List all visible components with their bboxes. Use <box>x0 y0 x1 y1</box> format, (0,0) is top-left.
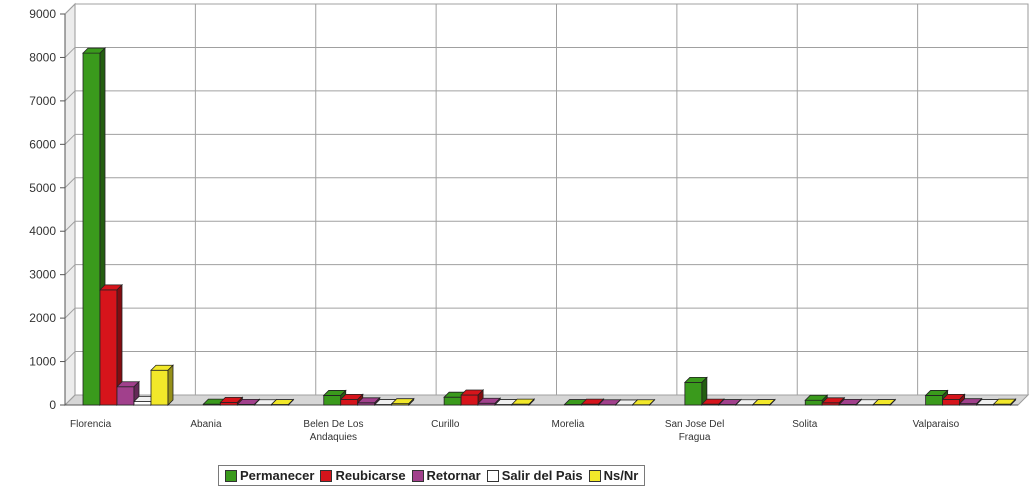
bar-reubicarse <box>340 398 359 406</box>
legend-label: Ns/Nr <box>603 468 639 483</box>
y-tick-label: 0 <box>49 398 56 412</box>
y-tick-label: 1000 <box>29 355 56 369</box>
y-tick-label: 2000 <box>29 311 56 325</box>
gridline-y-side <box>64 47 76 58</box>
bar-side-face <box>528 398 535 406</box>
legend-label: Retornar <box>426 468 481 483</box>
x-category-label: Andaquies <box>310 432 357 443</box>
bar-reubicarse <box>99 289 118 406</box>
bar-side-face <box>167 364 174 406</box>
bar-side-face <box>649 398 655 406</box>
x-category-label: Valparaiso <box>913 419 960 430</box>
bar-side-face <box>287 398 294 406</box>
x-category-label: Solita <box>792 419 817 430</box>
chart-legend: Permanecer Reubicarse Retornar Salir del Pa… <box>218 465 646 486</box>
gridline-y-side <box>64 220 76 232</box>
bar-reubicarse <box>942 398 961 406</box>
bar-permanecer <box>323 395 342 406</box>
legend-item: Ns/Nr <box>588 468 639 483</box>
bar-permanecer <box>925 395 944 406</box>
plot-back-wall <box>74 3 1029 396</box>
y-tick-label: 8000 <box>29 50 56 64</box>
gridline-y-side <box>64 264 76 276</box>
x-category-label: Curillo <box>431 419 460 430</box>
bar-permanecer <box>684 382 703 406</box>
gridline-y-side <box>64 351 76 362</box>
bar-permanecer <box>804 399 823 406</box>
bar-retornar <box>116 386 135 406</box>
legend-swatch <box>588 469 601 482</box>
legend-item: Retornar <box>411 468 481 483</box>
legend-swatch <box>320 469 333 482</box>
gridline-y-side <box>64 133 76 145</box>
x-category-label: San Jose Del <box>665 419 724 430</box>
legend-item: Salir del Pais <box>486 468 583 483</box>
bar-side-face <box>889 398 896 406</box>
legend-swatch <box>486 469 499 482</box>
legend-item: Permanecer <box>225 468 314 483</box>
x-category-label: Fragua <box>679 432 711 443</box>
legend-swatch <box>411 469 424 482</box>
y-tick-label: 4000 <box>29 224 56 238</box>
bar-salir-del-pais <box>133 401 152 406</box>
legend-label: Permanecer <box>240 468 315 483</box>
gridline-y-side <box>64 90 76 102</box>
x-category-label: Abania <box>190 419 222 430</box>
x-category-label: Morelia <box>552 419 585 430</box>
gridline-y-side <box>64 3 76 15</box>
y-tick-label: 7000 <box>29 94 56 108</box>
y-tick-label: 5000 <box>29 181 56 195</box>
bar-permanecer <box>443 396 462 406</box>
bar-side-face <box>1010 398 1017 406</box>
bar-side-face <box>408 397 415 406</box>
gridline-y-side <box>64 307 76 319</box>
plot-side-wall <box>64 2 76 407</box>
legend-item: Reubicarse <box>320 468 406 483</box>
gridline-y-side <box>64 394 76 406</box>
legend-label: Reubicarse <box>335 468 406 483</box>
gridline-y-side <box>64 177 76 189</box>
bar-side-face <box>769 398 776 406</box>
bar-ns-nr <box>150 369 169 406</box>
y-tick-label: 9000 <box>29 7 56 21</box>
bar-permanecer <box>82 52 101 406</box>
bar-reubicarse <box>460 394 479 406</box>
x-category-label: Belen De Los <box>303 419 363 430</box>
y-tick-label: 6000 <box>29 137 56 151</box>
legend-label: Salir del Pais <box>501 468 583 483</box>
legend-swatch <box>225 469 237 482</box>
x-category-label: Florencia <box>70 419 112 430</box>
y-tick-label: 3000 <box>29 268 56 282</box>
